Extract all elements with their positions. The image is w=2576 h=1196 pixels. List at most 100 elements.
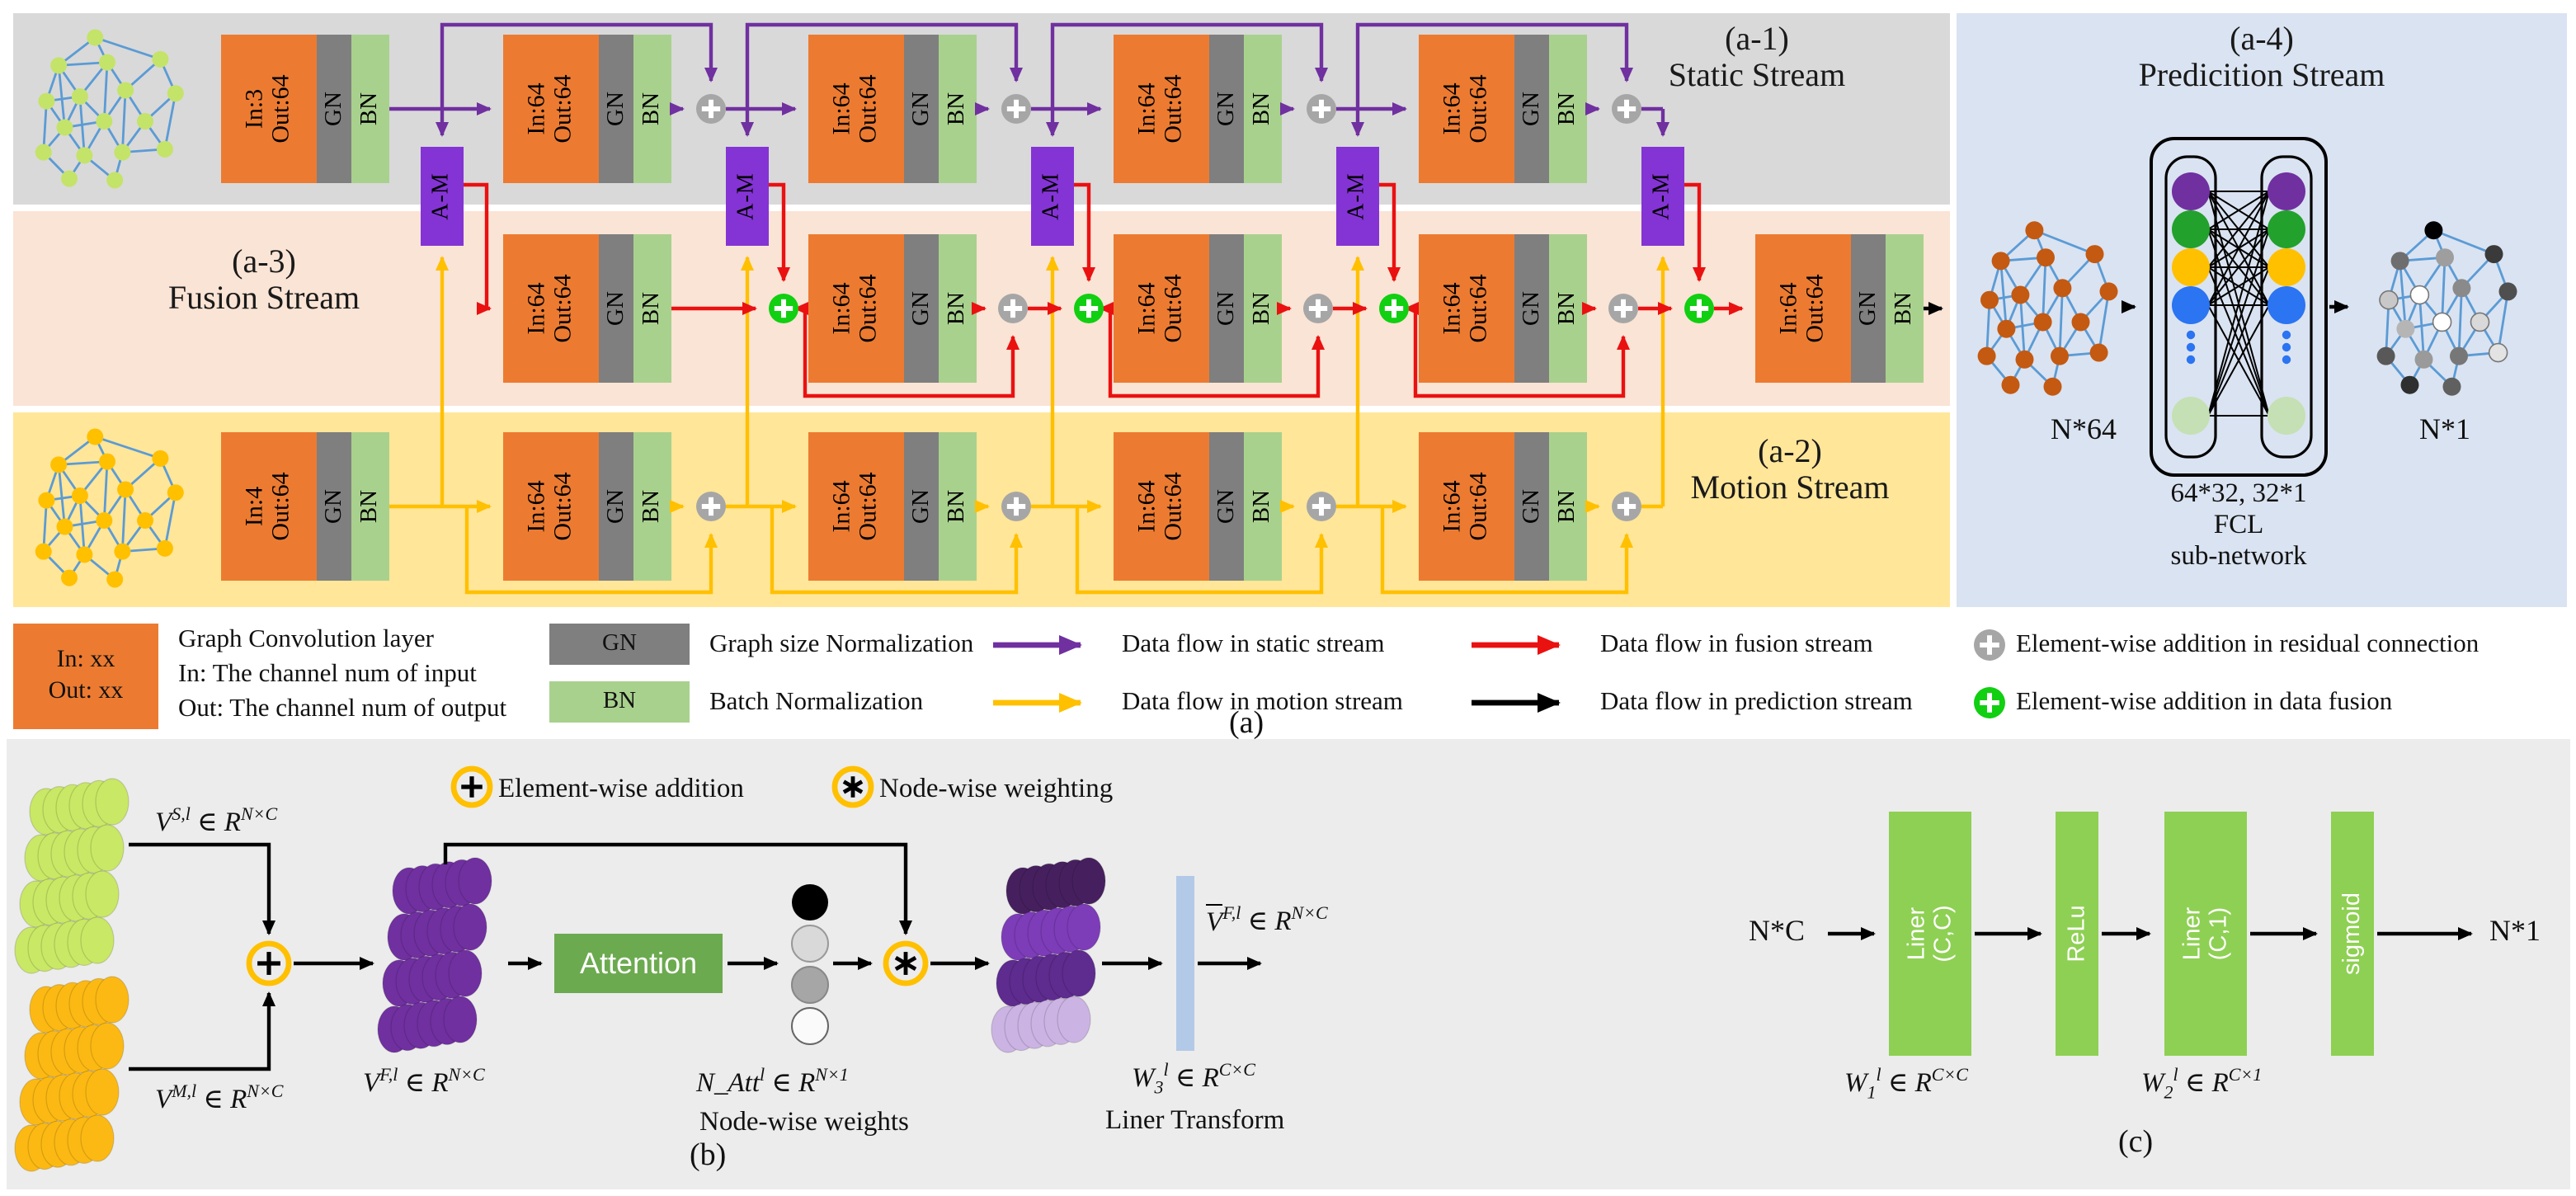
graph-node [2436, 248, 2454, 267]
fcl-dot [2282, 342, 2291, 352]
attention-label: Attention [579, 946, 698, 979]
bn-segment: BN [1549, 432, 1587, 581]
graph-node [2442, 377, 2461, 396]
conv-label: In:64 Out:64 [1134, 274, 1188, 343]
fusion-conv-block-2: In:64 Out:64 GN BN [808, 234, 977, 383]
gn-segment: GN [904, 35, 939, 183]
legend-conv-desc-1: Graph Convolution layer [178, 625, 434, 653]
legend-bn-label: BN [602, 688, 637, 714]
c-input-label: N*C [1749, 914, 1806, 947]
fcl-node [2268, 172, 2305, 210]
gn-segment: GN [1514, 432, 1549, 581]
graph-node [56, 119, 73, 136]
graph-node [2037, 248, 2055, 267]
conv-segment: In:64 Out:64 [808, 432, 904, 581]
static-conv-block-1: In:3 Out:64 GN BN [221, 35, 389, 183]
c-bar-label: ReLu [2064, 905, 2091, 963]
graph-node [2011, 285, 2030, 304]
conv-label: In:64 Out:64 [829, 472, 883, 541]
legend-arrow-motion-icon [990, 691, 1105, 721]
bn-label: BN [1555, 489, 1581, 524]
caption-a: (a) [1229, 706, 1264, 741]
graph-node [2450, 346, 2468, 365]
am-label: A-M [1345, 172, 1370, 220]
graph-node [35, 543, 52, 560]
static-conv-block-3: In:64 Out:64 GN BN [808, 35, 977, 183]
graph-node [117, 82, 134, 99]
prediction-stream-name: Predicition Stream [2138, 58, 2385, 94]
vf-label: VF,l ∈ RN×C [363, 1066, 485, 1098]
fcl-node [2172, 286, 2210, 324]
conv-label: In:64 Out:64 [829, 274, 883, 343]
conv-segment: In:64 Out:64 [1114, 234, 1209, 383]
legend-gn-label: GN [602, 630, 637, 657]
am-label: A-M [734, 172, 760, 220]
fcl-sub: sub-network [2170, 539, 2307, 571]
graph-node [2409, 285, 2430, 305]
graph-node [50, 57, 68, 74]
conv-label: In:64 Out:64 [829, 74, 883, 144]
graph-node [2376, 346, 2395, 365]
conv-segment: In:64 Out:64 [1419, 35, 1514, 183]
b-legend-star-desc: Node-wise weighting [879, 772, 1114, 803]
conv-segment: In:4 Out:64 [221, 432, 317, 581]
gn-label: GN [1518, 291, 1545, 326]
gn-segment: GN [1209, 432, 1244, 581]
conv-label: In:64 Out:64 [1134, 472, 1188, 541]
bn-segment: BN [351, 432, 389, 581]
graph-node [2051, 346, 2069, 365]
bn-label: BN [1250, 92, 1276, 126]
conv-segment: In:64 Out:64 [503, 432, 599, 581]
graph-node [1980, 290, 1999, 309]
fcl-node [2172, 397, 2210, 435]
conv-label: In:64 Out:64 [1134, 74, 1188, 144]
c-bar-4: sigmoid [2331, 812, 2374, 1056]
w2-label: W2l ∈ RC×1 [2141, 1066, 2263, 1104]
graph-node [1977, 346, 1996, 365]
gn-label: GN [907, 92, 935, 126]
graph-node [76, 147, 93, 164]
bn-segment: BN [633, 35, 671, 183]
static-conv-block-4: In:64 Out:64 GN BN [1114, 35, 1282, 183]
bn-segment: BN [1244, 234, 1282, 383]
graph-node [99, 453, 115, 470]
legend-arrow-static-desc: Data flow in static stream [1122, 630, 1385, 658]
graph-node [61, 569, 78, 586]
natt-label: N_Attl ∈ RN×1 [696, 1066, 849, 1098]
graph-node [137, 113, 153, 130]
conv-label: In:64 Out:64 [1439, 274, 1493, 343]
graph-node [167, 85, 184, 102]
conv-segment: In:64 Out:64 [808, 35, 904, 183]
legend-arrow-fusion-desc: Data flow in fusion stream [1600, 630, 1873, 658]
gn-label: GN [907, 489, 935, 524]
graph-node [2043, 377, 2062, 396]
motion-conv-block-5: In:64 Out:64 GN BN [1419, 432, 1587, 581]
vs-label: VS,l ∈ RN×C [155, 805, 278, 837]
graph-node [2089, 343, 2108, 362]
motion-stream-title: (a-2) Motion Stream [1641, 434, 1938, 506]
static-stream-tag: (a-1) [1725, 21, 1789, 58]
gn-segment: GN [1209, 234, 1244, 383]
fcl-name: FCL [2213, 508, 2264, 539]
graph-node [106, 172, 124, 189]
graph-node [56, 518, 73, 535]
bn-label: BN [639, 489, 666, 524]
w3-label: W3l ∈ RC×C [1132, 1061, 1255, 1099]
gn-label: GN [602, 291, 629, 326]
gn-segment: GN [904, 234, 939, 383]
graph-node [87, 428, 104, 445]
graph-node [2085, 245, 2104, 264]
conv-segment: In:64 Out:64 [808, 234, 904, 383]
graph-node [152, 450, 169, 467]
graph-node [137, 512, 153, 530]
fusion-conv-block-1: In:64 Out:64 GN BN [503, 234, 671, 383]
static-conv-block-5: In:64 Out:64 GN BN [1419, 35, 1587, 183]
graph-node [38, 492, 55, 509]
fcl-caption: 64*32, 32*1 FCL sub-network [2115, 477, 2362, 571]
c-bar-1: Liner (C,C) [1889, 812, 1971, 1056]
graph-node [38, 92, 55, 110]
attention-module-1: A-M [421, 147, 464, 246]
c-bar-label: sigmoid [2339, 892, 2366, 975]
bn-segment: BN [939, 35, 977, 183]
fcl-dot [2186, 355, 2196, 365]
